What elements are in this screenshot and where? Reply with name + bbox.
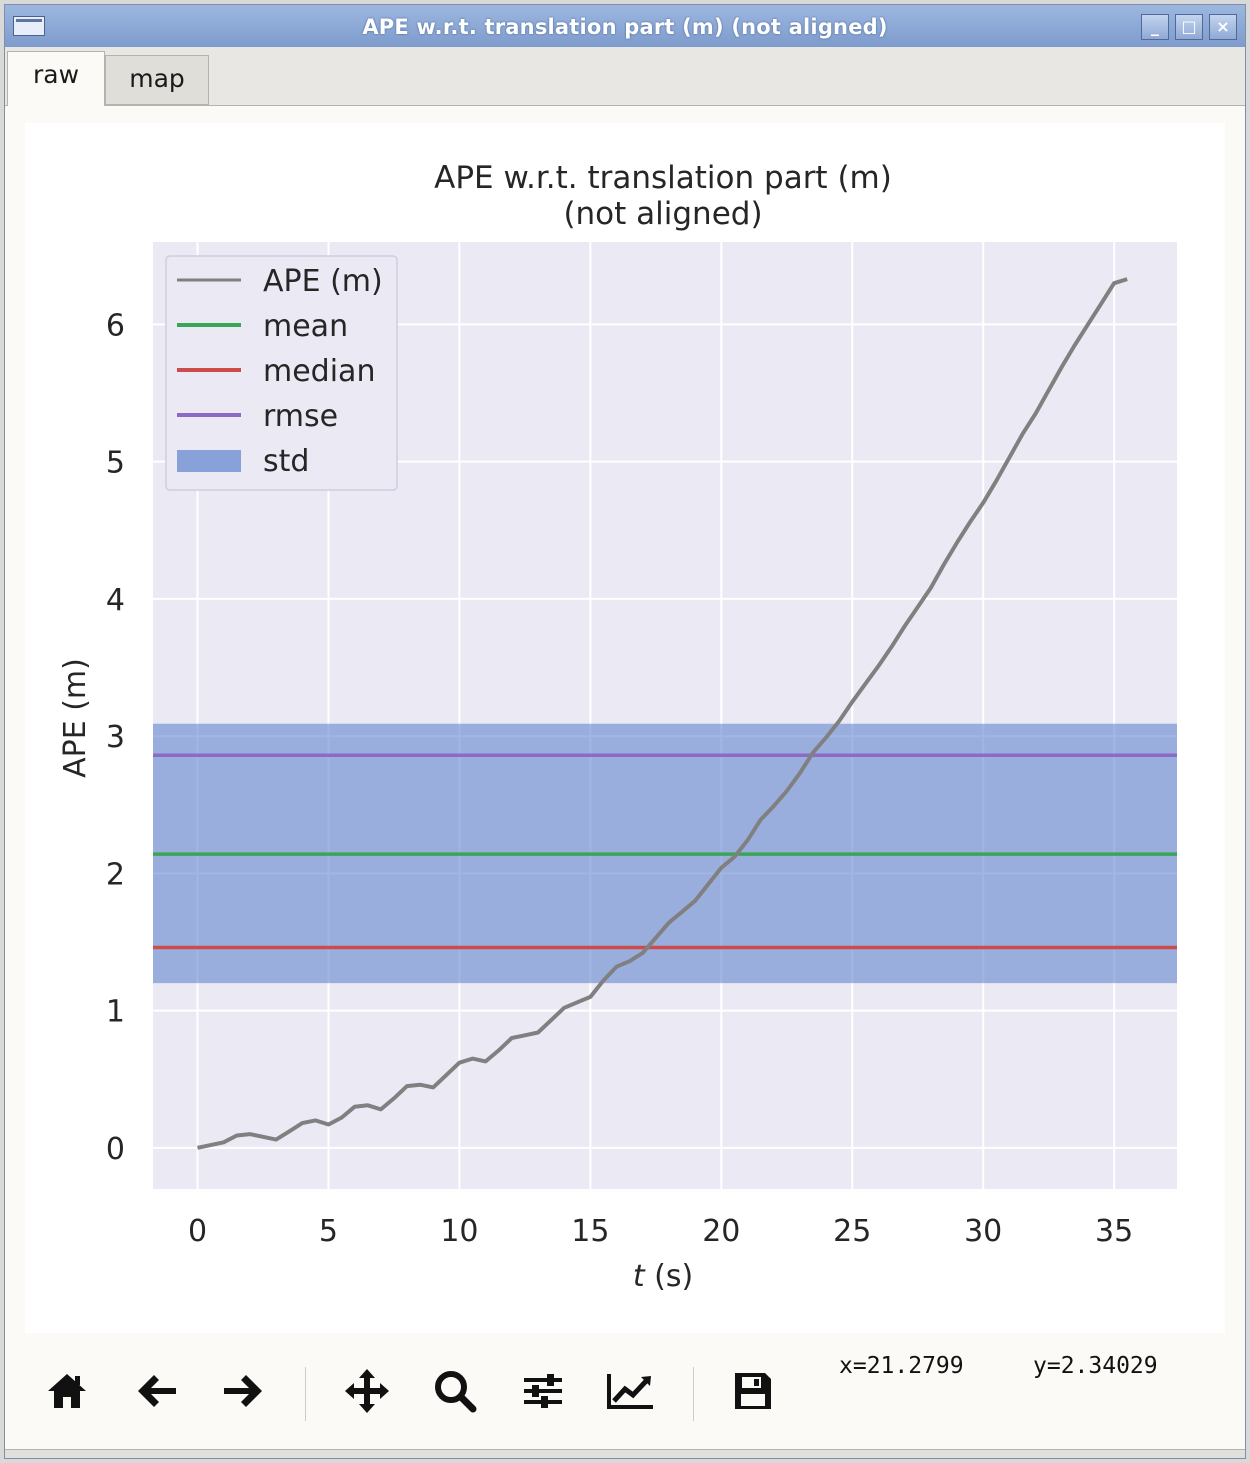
tab-raw[interactable]: raw [7,51,105,106]
search-icon [435,1371,477,1413]
legend-label-median: median [263,354,375,389]
y-tick-label: 6 [106,308,125,343]
x-tick-labels: 0 5 10 15 20 25 30 35 [188,1214,1133,1249]
arrow-right-icon [224,1375,262,1407]
maximize-button[interactable]: □ [1175,14,1203,40]
legend-label-ape: APE (m) [263,264,383,299]
legend: APE (m) mean median rmse std [165,255,398,491]
ape-chart[interactable]: 0 5 10 15 20 25 30 35 0 1 2 3 4 5 6 APE w.r.t. transl… [25,123,1225,1333]
window-menu-icon[interactable] [13,16,45,36]
save-icon [735,1373,771,1409]
tab-bar: raw map [5,47,1245,106]
forward-button[interactable] [213,1361,273,1421]
x-axis-label-var: t [633,1259,646,1294]
chart-subtitle: (not aligned) [563,196,762,232]
x-tick-label: 0 [188,1214,207,1249]
x-tick-label: 35 [1095,1214,1133,1249]
y-tick-label: 2 [106,857,125,892]
x-tick-label: 5 [319,1214,338,1249]
x-tick-label: 20 [702,1214,740,1249]
close-button[interactable]: × [1209,14,1237,40]
navigation-toolbar: x=21.2799 y=2.34029 [5,1339,1245,1449]
tab-map[interactable]: map [105,55,209,105]
y-tick-labels: 0 1 2 3 4 5 6 [106,308,125,1166]
y-tick-label: 1 [106,995,125,1030]
y-axis-label: APE (m) [58,658,93,778]
x-axis-label: t (s) [633,1259,693,1294]
legend-label-mean: mean [263,309,348,344]
pan-button[interactable] [337,1361,397,1421]
home-icon [48,1374,86,1408]
save-button[interactable] [723,1361,783,1421]
x-tick-label: 15 [571,1214,609,1249]
edit-axis-button[interactable] [601,1361,661,1421]
zoom-button[interactable] [425,1361,485,1421]
x-axis-label-unit: (s) [645,1259,694,1294]
y-tick-label: 4 [106,583,125,618]
plot-window: APE w.r.t. translation part (m) (not ali… [4,4,1246,1459]
legend-box [165,255,398,491]
toolbar-separator [693,1367,694,1421]
y-tick-label: 5 [106,446,125,481]
x-tick-label: 30 [964,1214,1002,1249]
x-coordinate-readout: x=21.2799 [839,1353,964,1379]
legend-label-std: std [263,444,309,479]
chart-title: APE w.r.t. translation part (m) [434,160,892,196]
y-tick-label: 0 [106,1132,125,1167]
sliders-icon [524,1374,562,1408]
minimize-button[interactable]: _ [1141,14,1169,40]
toolbar-separator [305,1367,306,1421]
x-tick-label: 25 [833,1214,871,1249]
move-icon [345,1369,389,1413]
x-tick-label: 10 [440,1214,478,1249]
ape-series-line [197,277,1128,1150]
arrow-left-icon [138,1375,176,1407]
title-bar[interactable]: APE w.r.t. translation part (m) (not ali… [5,5,1245,48]
home-button[interactable] [37,1361,97,1421]
back-button[interactable] [127,1361,187,1421]
y-tick-label: 3 [106,720,125,755]
status-strip [5,1449,1245,1458]
legend-label-rmse: rmse [263,399,338,434]
y-coordinate-readout: y=2.34029 [1033,1353,1158,1379]
legend-swatch-std [177,450,241,472]
chart-line-icon [607,1374,653,1409]
figure-canvas[interactable]: 0 5 10 15 20 25 30 35 0 1 2 3 4 5 6 APE w.r.t. transl… [25,123,1225,1333]
window-title: APE w.r.t. translation part (m) (not ali… [362,15,888,39]
configure-subplots-button[interactable] [513,1361,573,1421]
